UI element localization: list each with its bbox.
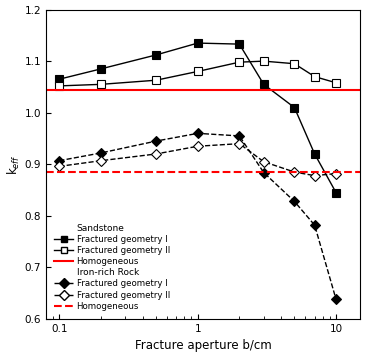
- Legend: Sandstone, Fractured geometry I, Fractured geometry II, Homogeneous, Iron-rich R: Sandstone, Fractured geometry I, Fractur…: [53, 223, 171, 311]
- X-axis label: Fracture aperture b/cm: Fracture aperture b/cm: [135, 339, 272, 352]
- Y-axis label: k$_{eff}$: k$_{eff}$: [5, 154, 22, 175]
